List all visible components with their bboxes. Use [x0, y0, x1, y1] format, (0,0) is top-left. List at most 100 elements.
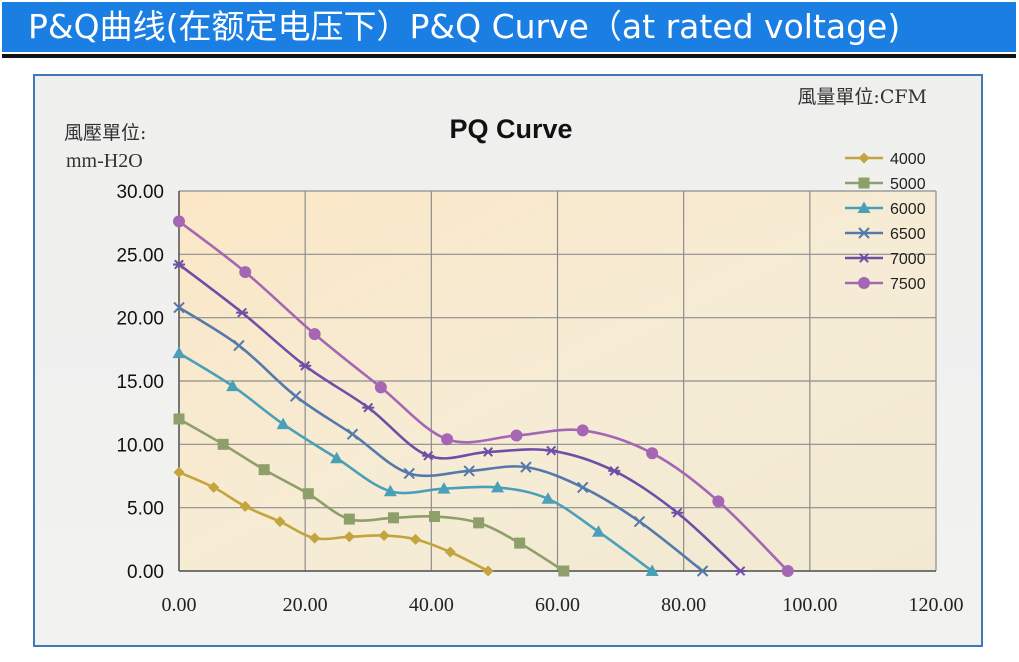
data-point-7000	[545, 445, 558, 456]
series-line-7500	[178, 220, 789, 572]
y-axis-label-line2: mm-H2O	[66, 150, 143, 172]
grid-lines	[178, 190, 937, 572]
data-point-5000	[343, 513, 355, 525]
x-tick-label: 0.00	[162, 594, 197, 616]
data-point-7500	[781, 565, 794, 577]
data-point-6500	[233, 339, 245, 352]
x-axis-unit-label: 風量單位:CFM	[797, 86, 927, 108]
data-point-7000	[362, 402, 375, 413]
banner-divider	[2, 54, 1016, 58]
data-point-7000	[608, 466, 621, 476]
data-point-7500	[646, 447, 659, 460]
legend-item-5000: 5000	[845, 176, 926, 193]
legend-label: 6000	[890, 201, 926, 218]
legend-label: 4000	[890, 151, 926, 168]
data-point-7000	[236, 307, 249, 318]
data-point-5000	[387, 512, 399, 524]
chart-title: PQ Curve	[449, 114, 572, 144]
page-banner: P&Q曲线(在额定电压下）P&Q Curve（at rated voltage)	[2, 2, 1016, 52]
data-point-6000	[330, 451, 344, 464]
y-tick-label: 25.00	[116, 245, 164, 266]
legend: 4000 5000 6000 6500 7000 7500	[845, 151, 926, 293]
data-point-5000	[428, 511, 440, 523]
data-point-7500	[308, 328, 321, 341]
data-point-6000	[491, 480, 505, 493]
data-point-5000	[217, 438, 229, 450]
series-6000	[172, 346, 659, 576]
data-point-6000	[383, 484, 397, 497]
data-point-6500	[173, 301, 185, 314]
data-point-6000	[541, 492, 555, 504]
legend-marker-6500	[858, 227, 870, 239]
data-point-4000	[343, 531, 355, 543]
data-point-4000	[239, 500, 251, 512]
legend-item-6000: 6000	[845, 201, 926, 218]
series-lines	[172, 215, 794, 577]
data-point-6500	[346, 428, 359, 440]
data-point-6500	[633, 515, 646, 528]
legend-label: 6500	[890, 226, 926, 243]
series-line-6000	[178, 352, 653, 573]
data-point-6500	[463, 465, 475, 477]
data-point-6500	[577, 481, 589, 494]
data-point-6000	[645, 564, 659, 576]
legend-marker-5000	[858, 177, 870, 189]
data-point-4000	[173, 466, 185, 478]
series-line-7000	[178, 263, 742, 572]
x-tick-label: 20.00	[283, 594, 328, 616]
data-point-6000	[172, 346, 186, 359]
data-point-7500	[576, 424, 589, 437]
legend-marker-7000	[858, 253, 870, 263]
series-6500	[173, 301, 709, 577]
data-point-5000	[473, 517, 485, 529]
y-tick-label: 0.00	[127, 562, 164, 583]
data-point-6500	[696, 565, 709, 577]
data-point-7000	[482, 447, 495, 457]
legend-marker-7500	[858, 277, 870, 289]
data-point-7000	[422, 450, 435, 461]
data-point-4000	[482, 565, 494, 577]
data-point-6500	[403, 467, 415, 480]
legend-label: 7000	[890, 251, 926, 268]
data-point-5000	[173, 413, 185, 425]
data-point-4000	[309, 532, 321, 544]
series-5000	[173, 413, 570, 577]
data-point-7000	[734, 566, 747, 576]
legend-marker-4000	[858, 152, 870, 164]
x-tick-label: 120.00	[909, 594, 964, 616]
data-point-6000	[226, 379, 240, 392]
data-point-4000	[208, 481, 220, 493]
axis-ticks: 0.00 20.00 40.00 60.00 80.00 100.00 120.00 0.00…	[116, 182, 963, 616]
x-tick-label: 80.00	[661, 594, 706, 616]
data-point-4000	[444, 546, 456, 558]
x-tick-label: 40.00	[409, 594, 454, 616]
data-point-6500	[289, 390, 302, 402]
series-7000	[173, 259, 747, 576]
data-point-6000	[592, 525, 606, 537]
data-point-7500	[374, 381, 387, 394]
series-line-5000	[178, 417, 565, 573]
y-tick-label: 30.00	[116, 182, 164, 203]
data-point-5000	[258, 464, 270, 476]
y-tick-label: 15.00	[116, 372, 164, 393]
legend-marker-6000	[857, 201, 871, 213]
series-4000	[173, 466, 494, 577]
data-point-5000	[558, 565, 570, 577]
series-line-4000	[178, 471, 489, 573]
legend-label: 7500	[890, 276, 926, 293]
y-tick-label: 5.00	[127, 499, 164, 520]
data-point-7500	[173, 215, 185, 228]
legend-item-4000: 4000	[845, 151, 926, 168]
legend-item-7500: 7500	[845, 276, 926, 293]
data-point-5000	[302, 488, 314, 500]
data-point-6000	[437, 482, 451, 494]
data-point-4000	[378, 530, 390, 542]
data-point-7000	[173, 259, 185, 270]
data-point-6500	[520, 461, 532, 473]
data-point-4000	[274, 516, 286, 528]
series-line-6500	[178, 306, 704, 573]
legend-item-6500: 6500	[845, 226, 926, 243]
x-tick-label: 60.00	[535, 594, 580, 616]
data-point-7500	[510, 429, 523, 442]
